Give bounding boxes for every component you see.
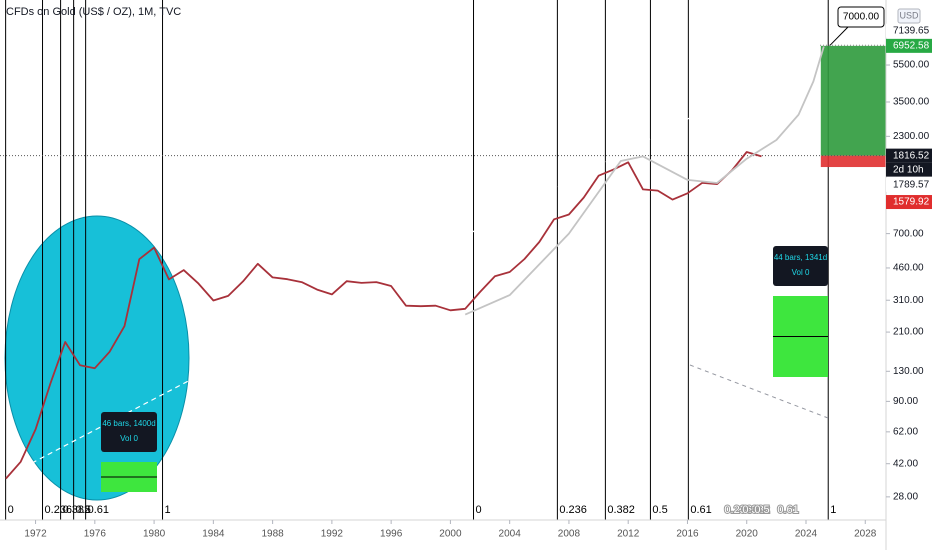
x-tick-label: 1992 — [321, 529, 344, 540]
fib-zone-label: 0.61 — [88, 504, 109, 516]
fib-zone-label: 0 — [476, 504, 482, 516]
x-tick-label: 2012 — [617, 529, 640, 540]
target-label-bg — [886, 38, 932, 53]
x-tick-label: 2016 — [676, 529, 699, 540]
entry-label: 1816.52 — [893, 150, 930, 161]
close-label-bg — [886, 177, 932, 192]
fib-zone-label: 0.236 — [559, 504, 587, 516]
close-label: 1789.57 — [893, 179, 930, 190]
y-tick-label: 42.00 — [893, 458, 918, 469]
y-tick-label: 2300.00 — [893, 131, 930, 142]
guide-line — [689, 364, 829, 419]
stop-label: 1579.92 — [893, 197, 930, 208]
x-tick-label: 1980 — [143, 529, 166, 540]
x-tick-label: 2008 — [558, 529, 581, 540]
bars-pattern-info — [773, 246, 828, 286]
x-tick-label: 2020 — [736, 529, 759, 540]
x-tick-label: 2024 — [795, 529, 818, 540]
take-profit-zone — [820, 45, 886, 156]
fib-zone-label: 0.5 — [652, 504, 667, 516]
callout-label: 7000.00 — [843, 12, 880, 23]
currency-box[interactable] — [897, 8, 921, 24]
x-tick-label: 1996 — [380, 529, 403, 540]
x-tick-label: 1972 — [24, 529, 47, 540]
fib-zone-label: 0.61 — [690, 504, 711, 516]
y-tick-label: 310.00 — [893, 295, 924, 306]
callout-pointer — [829, 26, 849, 46]
stop-loss-zone — [820, 155, 886, 168]
currency: USD — [899, 10, 919, 20]
y-tick-label: 210.00 — [893, 327, 924, 338]
fib-zone-label: 0.236 — [45, 504, 73, 516]
bars-pattern-vol: Vol 0 — [120, 434, 138, 443]
price-line — [5, 151, 762, 480]
y-tick-label: 62.00 — [893, 426, 918, 437]
bars-pattern-text: 44 bars, 1341d — [774, 253, 827, 262]
bars-pattern-vol: Vol 0 — [792, 268, 810, 277]
bars-pattern-info — [101, 412, 157, 452]
target-label: 6952.58 — [893, 40, 930, 51]
countdown-bg — [886, 162, 932, 177]
last-high-label-bg — [886, 23, 932, 38]
x-tick-label: 2004 — [499, 529, 522, 540]
x-tick-label: 2028 — [854, 529, 877, 540]
bars-pattern-text: 46 bars, 1400d — [102, 419, 155, 428]
y-tick-label: 28.00 — [893, 492, 918, 503]
y-tick-label: 700.00 — [893, 228, 924, 239]
y-tick-label: 460.00 — [893, 263, 924, 274]
fib-zone-label: 0.382 — [742, 504, 770, 516]
highlight-ellipse — [4, 215, 190, 501]
fib-zone-label: 0.5 — [754, 504, 769, 516]
x-tick-label: 1976 — [84, 529, 107, 540]
y-tick-label: 3500.00 — [893, 97, 930, 108]
x-tick-label: 2000 — [439, 529, 462, 540]
countdown: 2d 10h — [893, 164, 924, 175]
fib-zone-label: 1 — [830, 504, 836, 516]
fib-zone-label: 0.5 — [76, 504, 91, 516]
price-line — [464, 46, 825, 316]
fib-zone-label: 0.61 — [777, 504, 798, 516]
chart-title: CFDs on Gold (US$ / OZ), 1M, TVC — [6, 6, 181, 18]
callout-box — [837, 6, 885, 28]
stop-label-bg — [886, 195, 932, 210]
fib-zone-label: 0 — [8, 504, 14, 516]
fib-zone-label: 1 — [165, 504, 171, 516]
fib-zone-label: 0.382 — [607, 504, 635, 516]
x-tick-label: 1988 — [261, 529, 284, 540]
fib-zone-label: 0.382 — [63, 504, 91, 516]
x-tick-label: 1984 — [202, 529, 225, 540]
y-tick-label: 90.00 — [893, 396, 918, 407]
entry-label-bg — [886, 148, 932, 163]
y-tick-label: 5500.00 — [893, 60, 930, 71]
y-tick-label: 130.00 — [893, 366, 924, 377]
fib-zone-label: 0.236 — [724, 504, 752, 516]
trendline — [0, 44, 829, 481]
last-high-label: 7139.65 — [893, 25, 930, 36]
plot-area: 46 bars, 1400d Vol 0 44 bars, 1341d Vol 0 0 0… — [0, 0, 886, 520]
